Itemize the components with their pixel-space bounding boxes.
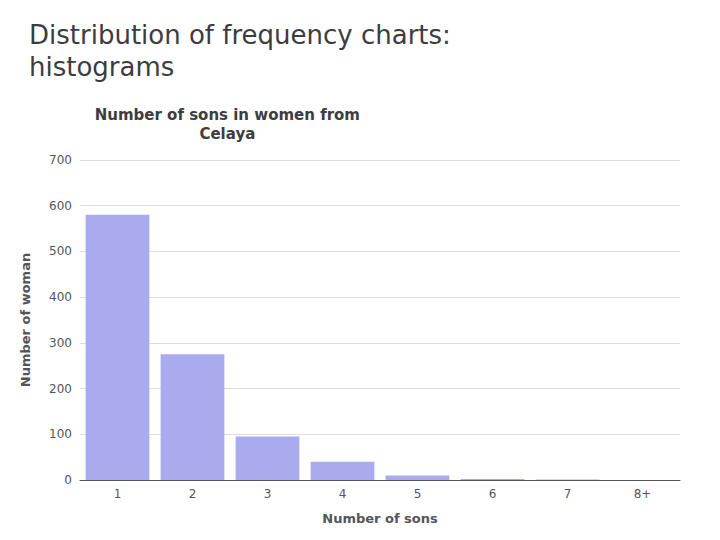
svg-text:1: 1 [114, 487, 122, 501]
svg-text:2: 2 [189, 487, 197, 501]
svg-text:Number of sons: Number of sons [322, 511, 438, 526]
svg-text:8+: 8+ [634, 487, 652, 501]
svg-text:400: 400 [49, 290, 72, 304]
svg-text:Distribution of frequency char: Distribution of frequency charts: [29, 20, 451, 50]
svg-text:Number of sons in women from: Number of sons in women from [95, 106, 360, 124]
svg-text:Number of woman: Number of woman [18, 253, 33, 387]
svg-text:700: 700 [49, 153, 72, 167]
svg-text:100: 100 [49, 427, 72, 441]
svg-text:4: 4 [339, 487, 347, 501]
svg-text:200: 200 [49, 382, 72, 396]
svg-text:5: 5 [414, 487, 422, 501]
svg-text:Celaya: Celaya [199, 125, 255, 143]
svg-text:600: 600 [49, 199, 72, 213]
svg-text:3: 3 [264, 487, 272, 501]
svg-text:7: 7 [564, 487, 572, 501]
svg-text:0: 0 [64, 473, 72, 487]
svg-text:6: 6 [489, 487, 497, 501]
svg-text:500: 500 [49, 244, 72, 258]
svg-text:300: 300 [49, 336, 72, 350]
svg-text:histograms: histograms [29, 52, 174, 82]
